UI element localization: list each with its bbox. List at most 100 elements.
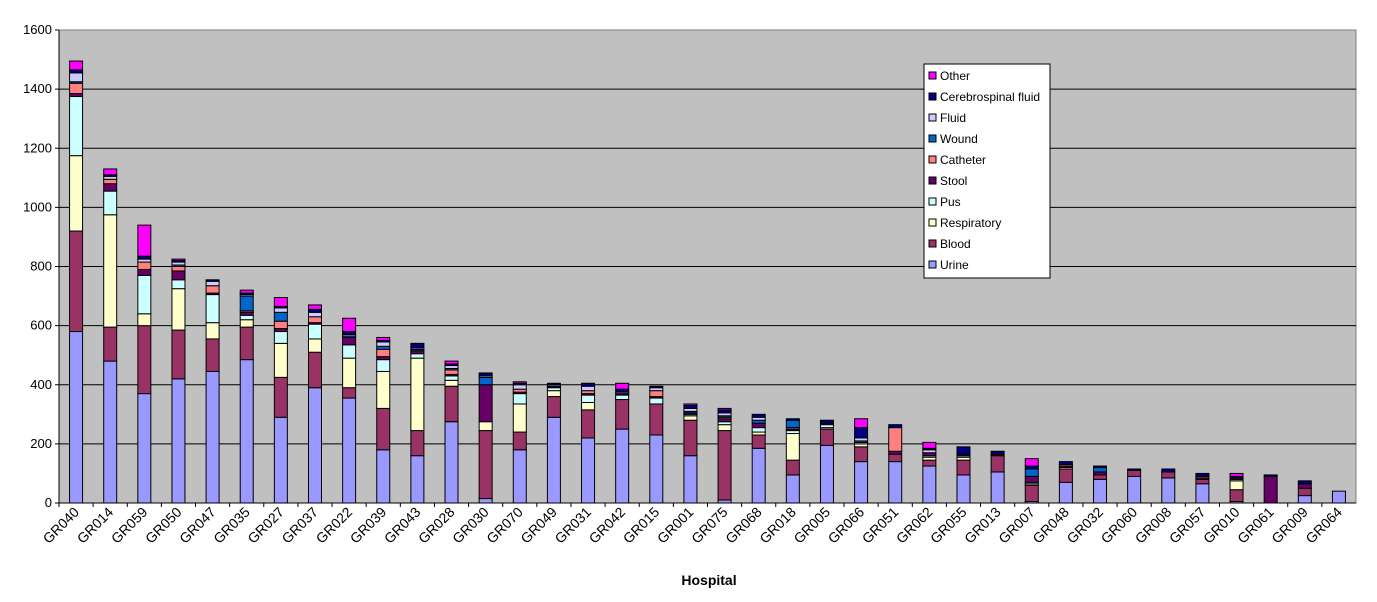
bar-segment-stool <box>1297 483 1312 489</box>
bar-segment-respiratory <box>1229 480 1244 491</box>
y-tick-label: 600 <box>30 318 52 333</box>
x-tick-label: GR057 <box>1166 504 1209 547</box>
bar-segment-respiratory <box>69 155 84 232</box>
legend-swatch <box>928 239 937 248</box>
x-tick-label: GR007 <box>995 504 1038 547</box>
bar-segment-other <box>717 407 732 411</box>
bar-segment-urine <box>1297 495 1312 504</box>
bar-segment-stool <box>342 336 357 346</box>
bar-stack-gr030 <box>478 372 493 504</box>
legend-label: Catheter <box>940 153 986 167</box>
bar-segment-blood <box>512 431 527 451</box>
bar-stack-gr032 <box>1093 465 1108 504</box>
bar-stack-gr047 <box>205 279 220 504</box>
bar-segment-urine <box>103 360 118 504</box>
bar-segment-cerebrospinal-fluid <box>751 413 766 418</box>
bar-stack-gr037 <box>307 304 322 504</box>
x-tick-label: GR049 <box>517 504 560 547</box>
bar-segment-pus <box>649 397 664 405</box>
x-tick-label: GR014 <box>74 504 117 547</box>
bar-segment-cerebrospinal-fluid <box>410 342 425 349</box>
bar-segment-blood <box>956 459 971 476</box>
legend-swatch <box>928 197 937 206</box>
bar-segment-stool <box>103 183 118 192</box>
bar-segment-catheter <box>273 320 288 330</box>
bar-segment-other <box>103 168 118 176</box>
bar-segment-urine <box>615 428 630 504</box>
bar-stack-gr066 <box>854 418 869 504</box>
bar-segment-fluid <box>273 307 288 313</box>
bar-segment-urine <box>819 444 834 504</box>
bar-segment-respiratory <box>307 338 322 353</box>
bar-segment-catheter <box>307 316 322 324</box>
bar-segment-urine <box>478 498 493 504</box>
bar-segment-blood <box>171 329 186 380</box>
bar-segment-cerebrospinal-fluid <box>819 419 834 424</box>
x-tick-label: GR048 <box>1029 504 1072 547</box>
bar-segment-respiratory <box>444 379 459 387</box>
bar-segment-blood <box>649 403 664 436</box>
bar-segment-other <box>239 289 254 294</box>
bar-stack-gr040 <box>69 60 84 504</box>
bar-stack-gr049 <box>546 382 561 504</box>
bar-segment-respiratory <box>103 214 118 328</box>
y-tick-label: 1000 <box>23 199 52 214</box>
bar-stack-gr031 <box>581 382 596 504</box>
x-tick-label: GR042 <box>586 504 629 547</box>
bar-segment-stool <box>751 422 766 429</box>
x-tick-label: GR010 <box>1200 504 1243 547</box>
bar-segment-urine <box>171 378 186 504</box>
bar-segment-fluid <box>307 311 322 318</box>
legend-label: Pus <box>940 195 961 209</box>
y-axis: 0 200 400 600 800 1000 1200 1400 1600 <box>23 22 60 510</box>
bar-segment-urine <box>1058 481 1073 504</box>
legend-swatch <box>928 176 937 185</box>
bar-segment-blood <box>751 434 766 449</box>
bar-segment-catheter <box>205 285 220 294</box>
bar-segment-pus <box>751 427 766 433</box>
bar-segment-other <box>1229 472 1244 477</box>
bar-segment-urine <box>69 331 84 504</box>
bar-segment-other <box>854 418 869 429</box>
bar-segment-respiratory <box>205 322 220 340</box>
bar-segment-other <box>444 360 459 365</box>
bar-segment-pus <box>171 279 186 290</box>
bar-segment-urine <box>444 421 459 504</box>
bar-segment-blood <box>307 351 322 389</box>
bar-stack-gr048 <box>1058 461 1073 504</box>
bar-segment-urine <box>1331 490 1346 504</box>
bar-stack-gr028 <box>444 360 459 504</box>
bar-segment-urine <box>683 455 698 504</box>
bar-stack-gr035 <box>239 289 254 504</box>
bar-stack-gr043 <box>410 342 425 504</box>
bar-segment-blood <box>581 409 596 439</box>
bar-segment-blood <box>1161 471 1176 479</box>
x-tick-label: GR050 <box>142 504 185 547</box>
y-tick-label: 800 <box>30 259 52 274</box>
x-tick-label: GR051 <box>859 504 902 547</box>
bar-segment-pus <box>69 96 84 157</box>
x-tick-label: GR013 <box>961 504 1004 547</box>
bar-segment-respiratory <box>376 370 391 409</box>
bar-segment-catheter <box>888 427 903 452</box>
legend-swatch <box>928 155 937 164</box>
bar-segment-respiratory <box>683 415 698 421</box>
bar-stack-gr008 <box>1161 468 1176 504</box>
x-tick-label: GR047 <box>176 504 219 547</box>
bar-segment-blood <box>69 230 84 333</box>
bar-segment-urine <box>990 471 1005 504</box>
bar-segment-other <box>342 317 357 333</box>
bar-segment-stool <box>1024 475 1039 483</box>
x-tick-label: GR035 <box>210 504 253 547</box>
bar-segment-blood <box>1127 469 1142 477</box>
bar-segment-fluid <box>69 72 84 83</box>
x-tick-label: GR028 <box>415 504 458 547</box>
bar-segment-cerebrospinal-fluid <box>785 418 800 421</box>
y-tick-label: 1400 <box>23 81 52 96</box>
bar-segment-other <box>615 382 630 390</box>
x-tick-label: GR055 <box>927 504 970 547</box>
bar-segment-urine <box>376 449 391 504</box>
bar-segment-blood <box>922 459 937 467</box>
bar-segment-urine <box>956 474 971 504</box>
bar-segment-cerebrospinal-fluid <box>205 279 220 282</box>
